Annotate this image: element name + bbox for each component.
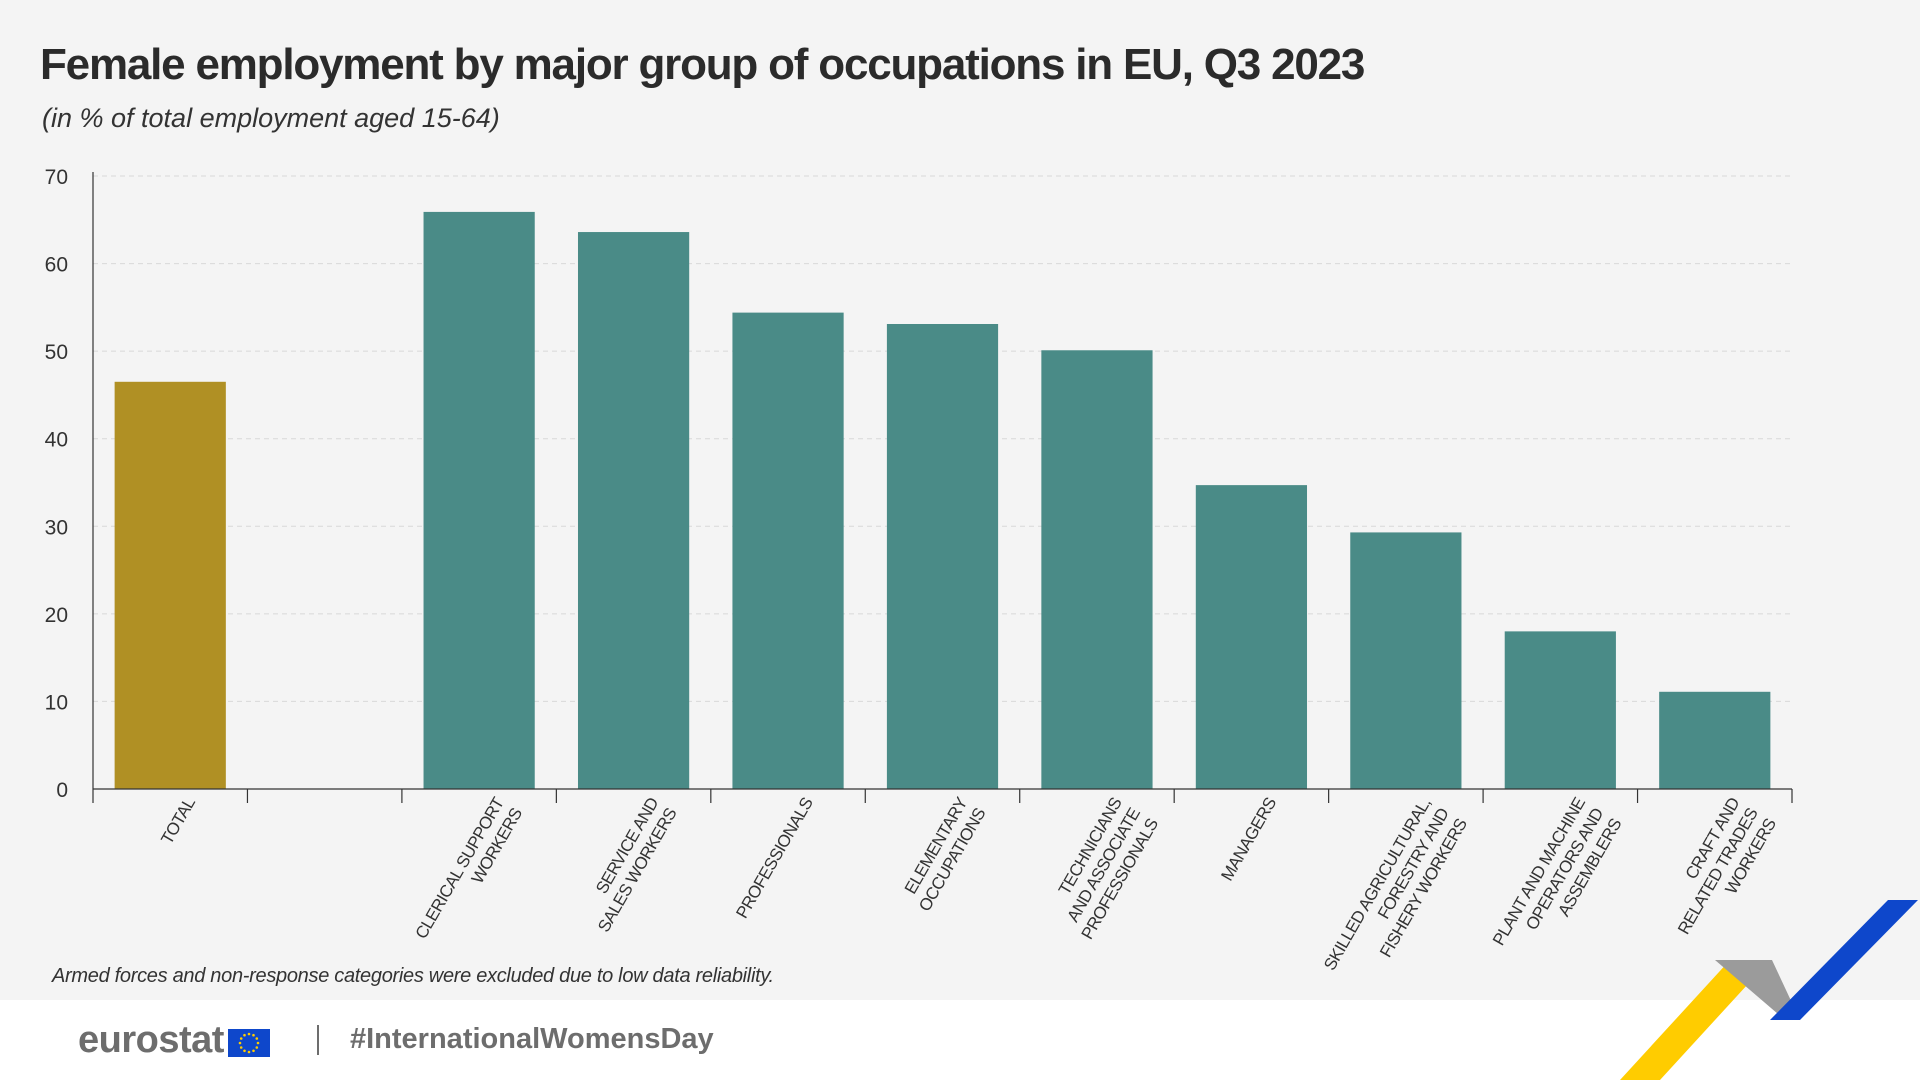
x-category-label: SKILLED AGRICULTURAL,FORESTRY ANDFISHERY… [1320, 795, 1471, 974]
flag-star [243, 1049, 246, 1053]
flag-star [243, 1033, 246, 1037]
bar [732, 312, 844, 789]
flag-star [239, 1046, 243, 1049]
bar [114, 381, 226, 789]
y-tick-label: 60 [45, 254, 68, 277]
bar [1659, 691, 1771, 789]
chart-title: Female employment by major group of occu… [40, 40, 1365, 89]
bar-chart: 0 10 20 30 40 50 60 70 TOTAL CLERICAL SUPPORTWORK… [45, 166, 1793, 974]
x-category-label: TOTAL [157, 794, 199, 847]
footer-separator [317, 1025, 319, 1055]
flag-star [247, 1032, 251, 1036]
y-tick-label: 0 [56, 779, 68, 802]
flag-star [255, 1046, 259, 1049]
eu-flag-icon [227, 1029, 270, 1057]
x-category-label-line: MANAGERS [1217, 794, 1280, 884]
grey-chevron [1715, 960, 1800, 1020]
eu-flag-stars [238, 1032, 260, 1054]
eurostat-logo-text: eurostat [78, 1018, 224, 1061]
x-category-label-line: TOTAL [157, 794, 199, 847]
flag-star [239, 1037, 243, 1040]
blue-chevron [1770, 900, 1918, 1020]
flag-star [255, 1037, 259, 1040]
y-tick-label: 70 [45, 166, 68, 189]
y-tick-label: 40 [45, 429, 68, 452]
x-category-label: MANAGERS [1217, 794, 1280, 884]
yellow-chevron [1620, 960, 1770, 1080]
x-category-label-line: PROFESSIONALS [732, 794, 816, 921]
bar [886, 323, 999, 789]
bar [1195, 485, 1308, 789]
chart-subtitle: (in % of total employment aged 15-64) [42, 103, 500, 133]
flag-star [256, 1041, 260, 1045]
hashtag-label: #InternationalWomensDay [350, 1023, 714, 1055]
y-tick-label: 10 [45, 691, 68, 714]
footer-band [0, 1000, 1920, 1080]
bar [1350, 532, 1462, 789]
flag-star [238, 1041, 242, 1045]
x-category-label: PROFESSIONALS [732, 794, 816, 921]
flag-star [252, 1033, 255, 1037]
flag-star [247, 1050, 251, 1054]
bar [1504, 631, 1616, 789]
bar [423, 211, 535, 789]
y-tick-label: 30 [45, 516, 68, 539]
bar [577, 232, 690, 789]
chart-footnote: Armed forces and non-response categories… [52, 965, 774, 987]
chevron-decoration-icon [1620, 900, 1918, 1080]
flag-star [252, 1049, 255, 1053]
y-tick-label: 20 [45, 604, 68, 627]
bar [1041, 350, 1153, 789]
y-tick-label: 50 [45, 341, 68, 364]
eurostat-logo: eurostat [78, 1018, 270, 1062]
